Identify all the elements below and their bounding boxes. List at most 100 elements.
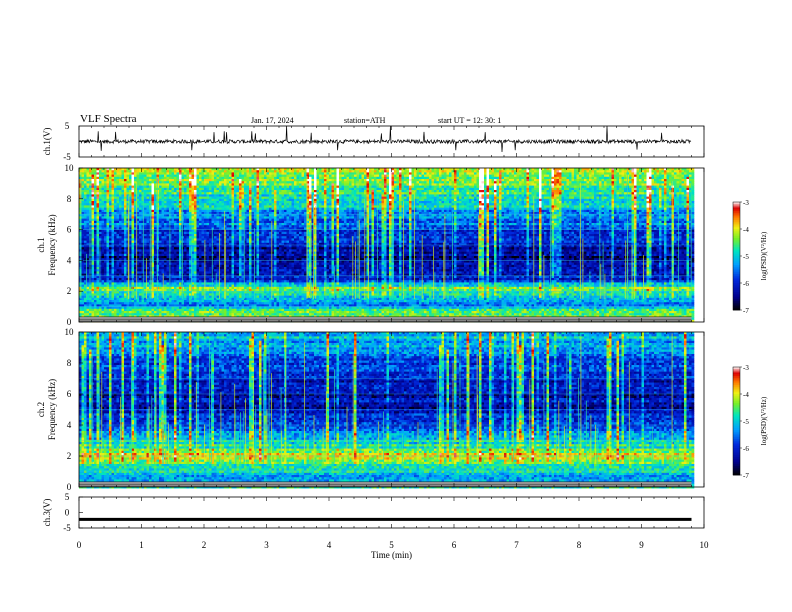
ch1-spectrogram-cell bbox=[147, 265, 150, 268]
ch1-spectrogram-cell bbox=[172, 307, 175, 310]
ch1-spectrogram-cell bbox=[172, 298, 175, 301]
ch1-spectrogram-cell bbox=[102, 223, 105, 226]
ch1-spectrogram-cell bbox=[192, 192, 195, 195]
ch1-spectrogram-cell bbox=[217, 208, 220, 211]
ch1-spectrogram-cell bbox=[207, 219, 210, 222]
ch1-spectrogram-cell bbox=[212, 175, 215, 178]
ch1-spectrogram-cell bbox=[194, 197, 197, 200]
ch1-spectrogram-cell bbox=[142, 183, 145, 186]
ch1-spectrogram-cell bbox=[189, 172, 192, 175]
ch1-spectrogram-cell bbox=[117, 278, 120, 281]
ch1-spectrogram-cell bbox=[204, 175, 207, 178]
ch1-spectrogram-cell bbox=[112, 192, 115, 195]
ch1-spectrogram-cell bbox=[99, 190, 102, 193]
ch1-spectrogram-cell bbox=[122, 271, 125, 274]
ch1-spectrogram-cell bbox=[117, 221, 120, 224]
ch1-spectrogram-cell bbox=[192, 183, 195, 186]
ch1-spectrogram-cell bbox=[132, 214, 135, 217]
ch1-spectrogram-cell bbox=[97, 298, 100, 301]
ch1-spectrogram-cell bbox=[154, 260, 157, 263]
ch1-spectrogram-cell bbox=[174, 267, 177, 270]
ch1-spectrogram-cell bbox=[197, 236, 200, 239]
ch1-spectrogram-cell bbox=[197, 269, 200, 272]
ch1-spectrogram-cell bbox=[179, 238, 182, 241]
ch1-spectrogram-cell bbox=[132, 254, 135, 256]
ch1-spectrogram-cell bbox=[132, 232, 135, 235]
ch1-spectrogram-cell bbox=[159, 313, 162, 316]
ch1-spectrogram-cell bbox=[187, 194, 190, 197]
ch1-spectrogram-cell bbox=[109, 234, 112, 237]
ch1-spectrogram-cell bbox=[204, 201, 207, 204]
ch1-spectrogram-cell bbox=[202, 175, 205, 178]
ch1-spectrogram-cell bbox=[204, 221, 207, 224]
ch1-spectrogram-cell bbox=[124, 245, 127, 248]
ch1-spectrogram-cell bbox=[114, 175, 117, 178]
ch1-ylabel: ch.1(V) bbox=[42, 128, 52, 156]
ch1-spectrogram-cell bbox=[194, 186, 197, 189]
ch1-spectrogram-cell bbox=[184, 265, 187, 268]
ch1-spectrogram-cell bbox=[122, 265, 125, 268]
ch1-spectrogram-cell bbox=[122, 238, 125, 241]
ch1-spectrogram-cell bbox=[209, 252, 212, 255]
ch1-spectrogram-cell bbox=[212, 307, 215, 310]
ch1-spectrogram-cell bbox=[217, 188, 220, 191]
ch1-spectrogram-cell bbox=[139, 194, 142, 197]
ch1-spectrogram-cell bbox=[207, 280, 210, 283]
ch1-spectrogram-cell bbox=[109, 296, 112, 299]
ch1-spectrogram-cell bbox=[99, 223, 102, 226]
ch1-spectrogram-cell bbox=[107, 214, 110, 217]
ch1-spectrogram-cell bbox=[179, 179, 182, 182]
ch1-spectrogram-cell bbox=[182, 186, 185, 189]
ch1-spectrogram-cell bbox=[124, 188, 127, 191]
ch1-spectrogram-cell bbox=[167, 234, 170, 237]
ch1-spectrogram-cell bbox=[119, 245, 122, 248]
ch1-spectrogram-cell bbox=[179, 241, 182, 244]
ch1-spectrogram-cell bbox=[187, 254, 190, 256]
ch1-spectrogram-cell bbox=[162, 203, 165, 206]
ch1-spectrogram-cell bbox=[109, 179, 112, 182]
ch1-spectrogram-cell bbox=[109, 170, 112, 173]
ch1-spectrogram-cell bbox=[107, 309, 110, 312]
ch1-spectrogram-cell bbox=[112, 260, 115, 263]
ch1-spectrogram-cell bbox=[202, 223, 205, 226]
ch1-spectrogram-cell bbox=[159, 309, 162, 312]
ch1-spectrogram-cell bbox=[212, 219, 215, 222]
ch1-spectrogram-cell bbox=[102, 271, 105, 274]
ch1-spectrogram-cell bbox=[122, 247, 125, 250]
ch1-spectrogram-cell bbox=[177, 194, 180, 197]
ch1-spectrogram-cell bbox=[169, 309, 172, 312]
ch1-spectrogram-cell bbox=[112, 181, 115, 184]
ch1-spectrogram-cell bbox=[107, 245, 110, 248]
ch1-spectrogram-cell bbox=[119, 188, 122, 191]
ch1-spectrogram-cell bbox=[82, 190, 85, 193]
ch1-spectrogram-cell bbox=[199, 190, 202, 193]
ch1-spectrogram-cell bbox=[212, 172, 215, 175]
ch1-spectrogram-cell bbox=[212, 223, 215, 226]
ch1-spectrogram-cell bbox=[82, 263, 85, 266]
ch1-spectrogram-cell bbox=[84, 225, 87, 228]
ch1-spectrogram-cell bbox=[164, 260, 167, 263]
ch1-spectrogram-cell bbox=[204, 278, 207, 281]
ch1-spectrogram-cell bbox=[167, 221, 170, 224]
ch1-spectrogram-cell bbox=[144, 245, 147, 248]
ch1-spectrogram-cell bbox=[182, 199, 185, 202]
ch1-spectrogram-cell bbox=[142, 278, 145, 281]
ch1-spectrogram-cell bbox=[109, 210, 112, 213]
ch1-spectrogram-cell bbox=[109, 260, 112, 263]
ch1-spectrogram-cell bbox=[112, 285, 115, 288]
ch1-spectrogram-cell bbox=[212, 186, 215, 189]
ch1-spectrogram-cell bbox=[152, 302, 155, 305]
ch1-spectrogram-cell bbox=[217, 214, 220, 217]
ch1-spectrogram-cell bbox=[99, 183, 102, 186]
ch1-spectrogram-cell bbox=[114, 194, 117, 197]
ch1-spectrogram-cell bbox=[124, 181, 127, 184]
ch1-spectrogram-cell bbox=[137, 309, 140, 312]
ch1-spectrogram-cell bbox=[172, 296, 175, 299]
ch1-spectrogram-cell bbox=[174, 238, 177, 241]
ch1-spectrogram-cell bbox=[124, 252, 127, 255]
ch1-spectrogram-cell bbox=[82, 311, 85, 314]
ch1-spectrogram-cell bbox=[119, 190, 122, 193]
ch1-spectrogram-cell bbox=[177, 175, 180, 178]
ch1-spectrogram-cell bbox=[92, 313, 95, 316]
ch1-spectrogram-cell bbox=[164, 241, 167, 244]
